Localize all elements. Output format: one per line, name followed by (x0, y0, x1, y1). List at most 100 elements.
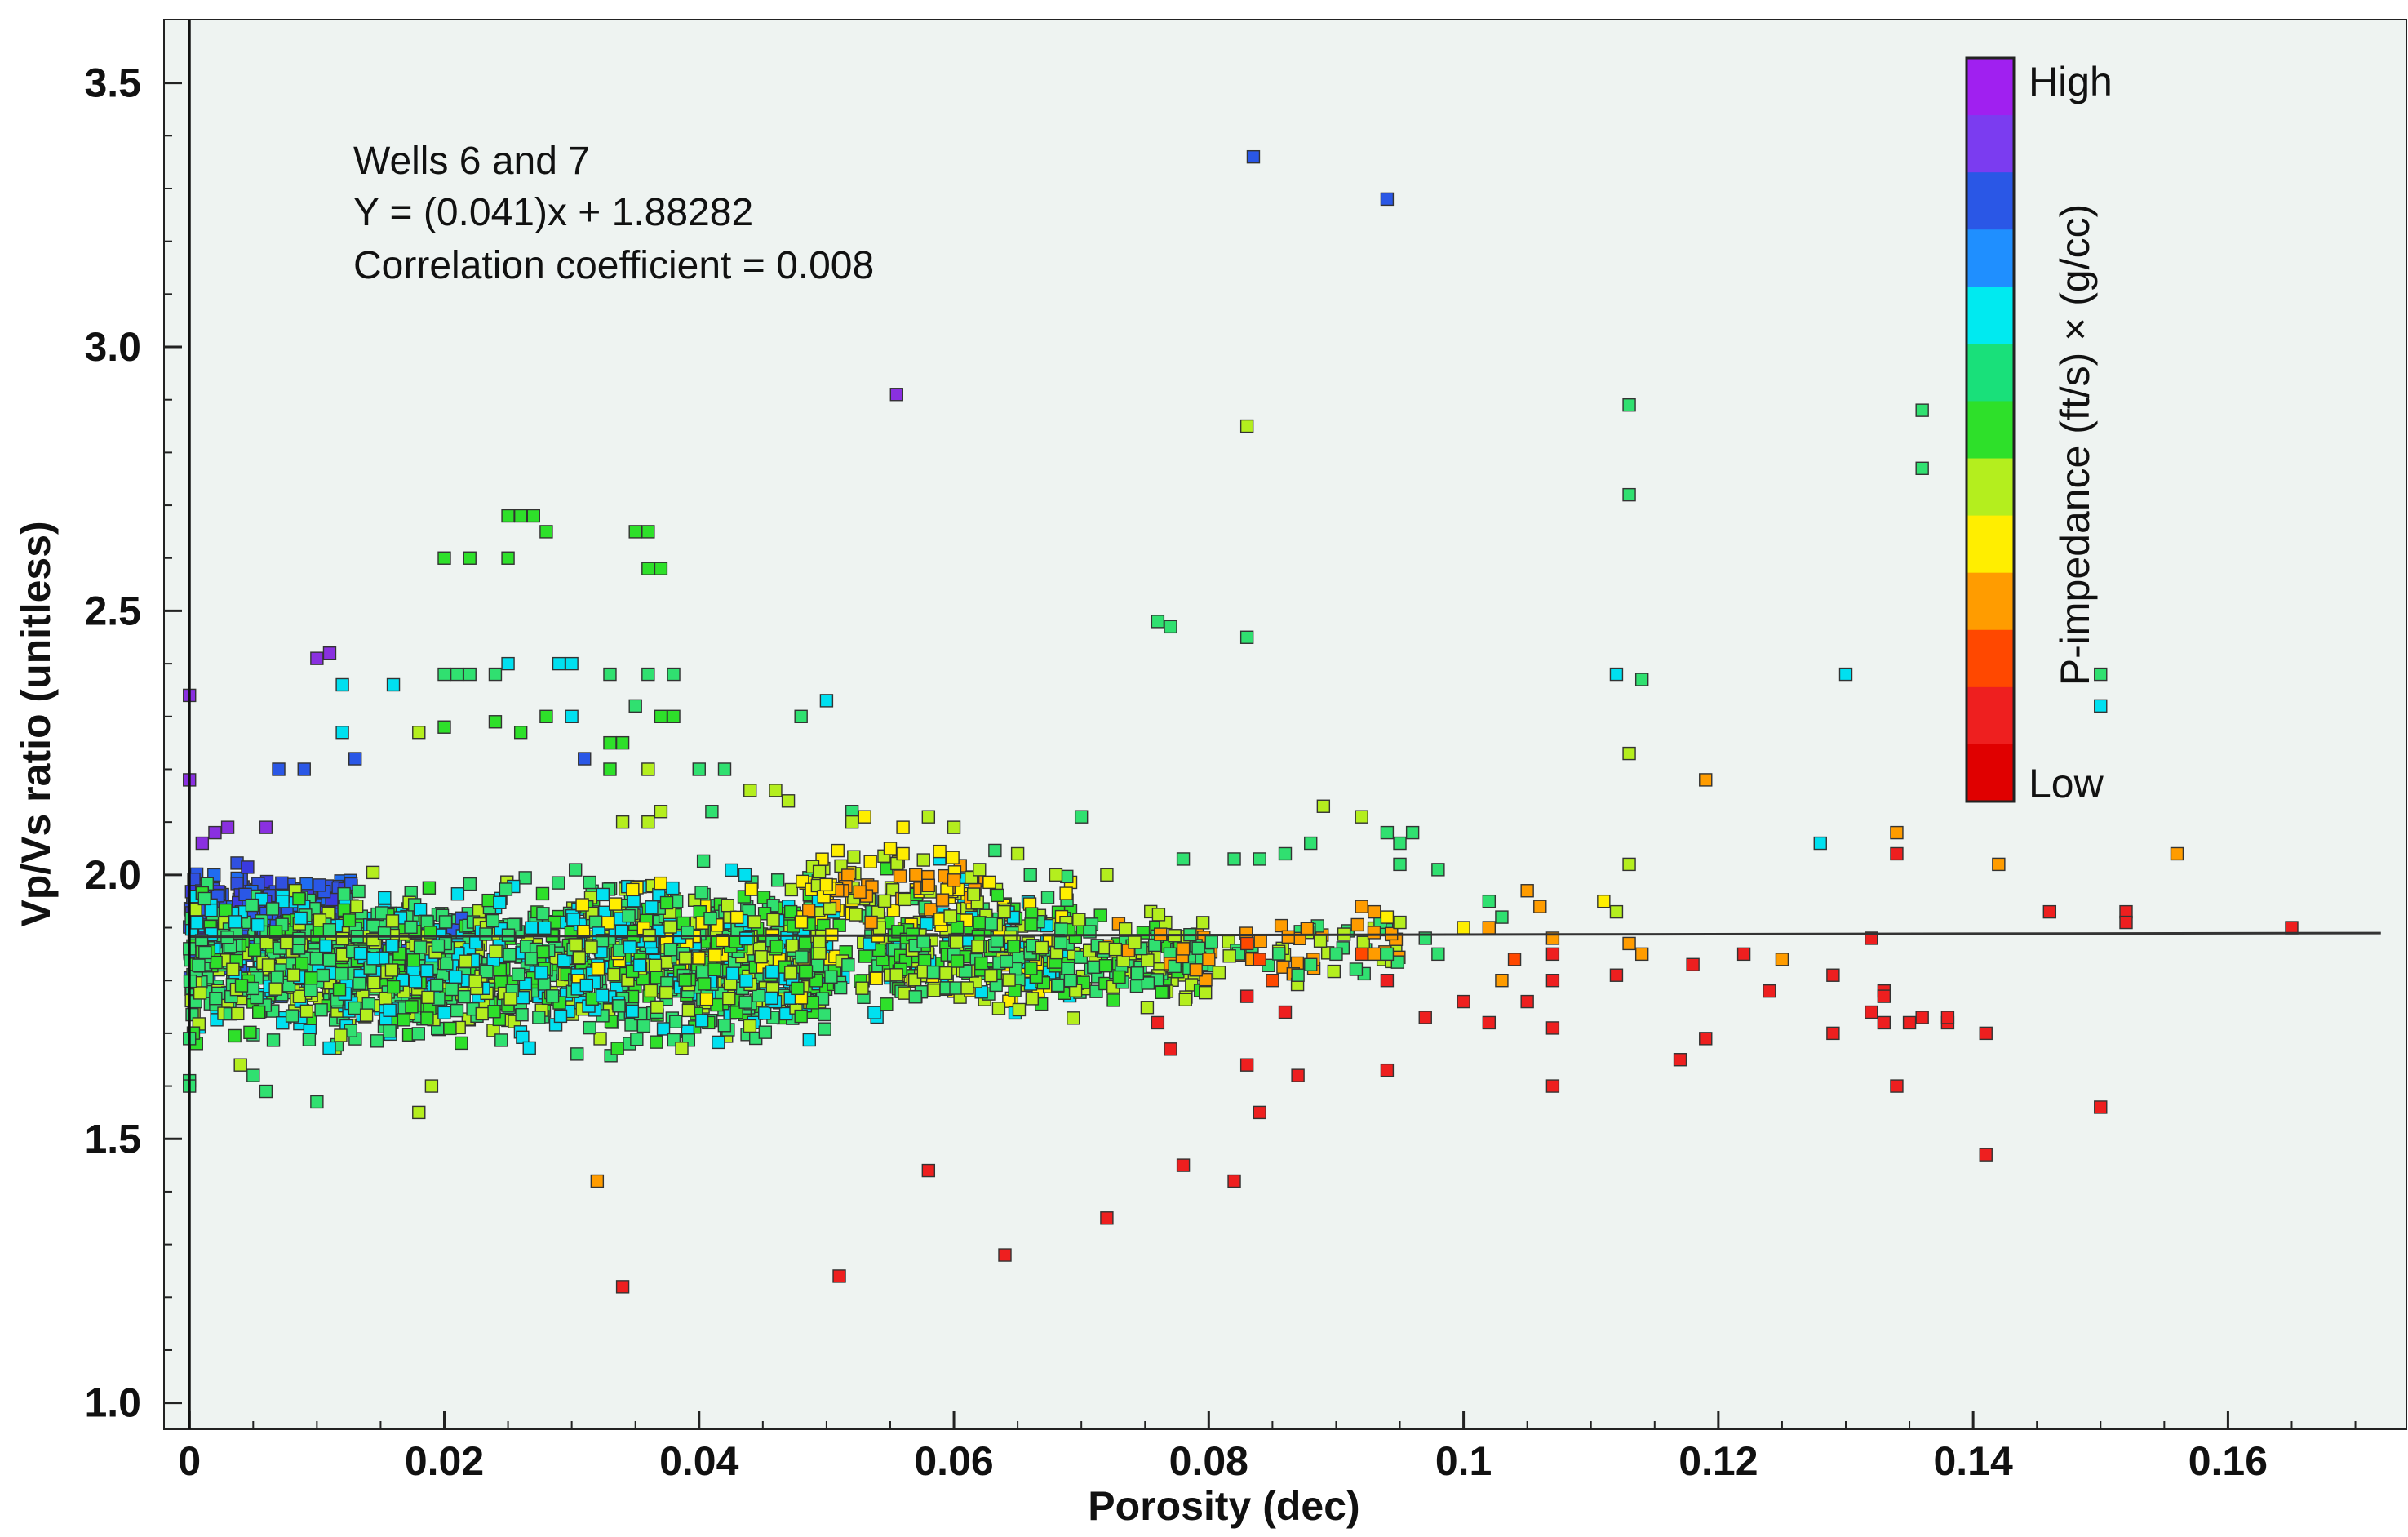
x-tick-label: 0.14 (1933, 1438, 2013, 1484)
data-point (361, 997, 375, 1011)
data-point (1890, 1079, 1904, 1093)
x-tick-label: 0.06 (914, 1438, 993, 1484)
data-point (1053, 935, 1068, 950)
data-point (1049, 868, 1063, 882)
data-point (883, 842, 898, 855)
data-point (863, 855, 877, 868)
data-point (949, 981, 963, 995)
data-point (350, 900, 364, 913)
annotation-line-2: Y = (0.041)x + 1.88282 (353, 191, 753, 234)
data-point (802, 1033, 816, 1047)
data-point (1212, 966, 1226, 980)
data-point (1775, 953, 1789, 966)
data-point (539, 525, 553, 539)
data-point (1276, 960, 1290, 974)
data-point (935, 893, 950, 907)
data-point (524, 952, 538, 966)
data-point (717, 762, 732, 776)
data-point (292, 931, 306, 945)
y-tick-label: 3.5 (84, 60, 141, 106)
data-point (1545, 974, 1560, 988)
data-point (770, 873, 785, 887)
data-point (1119, 922, 1133, 936)
data-point (2094, 699, 2108, 713)
data-point (1507, 953, 1522, 966)
data-point (908, 990, 922, 1004)
data-point (590, 1174, 605, 1188)
data-point (385, 939, 399, 953)
data-point (991, 1002, 1006, 1015)
data-point (566, 913, 580, 926)
data-point (1597, 894, 1611, 908)
data-point (744, 882, 758, 896)
data-point (238, 887, 252, 901)
data-point (522, 1041, 536, 1055)
data-point (259, 1084, 273, 1099)
data-point (1393, 857, 1407, 872)
data-point (1736, 947, 1751, 962)
data-point (259, 820, 273, 834)
data-point (270, 971, 284, 984)
data-point (1253, 935, 1267, 948)
data-point (1380, 974, 1395, 988)
data-point (247, 943, 262, 957)
data-point (1010, 846, 1025, 861)
data-point (1164, 620, 1177, 634)
data-point (1826, 1026, 1840, 1041)
data-point (924, 903, 938, 917)
data-point (411, 1027, 425, 1041)
data-point (1227, 852, 1241, 866)
y-axis: 1.0 1.5 2.0 2.5 3.0 3.5 (84, 60, 182, 1426)
data-point (493, 895, 507, 909)
data-point (424, 1079, 439, 1093)
colorbar-band (1967, 515, 2014, 574)
data-point (721, 898, 735, 913)
x-axis-title: Porosity (dec) (1088, 1483, 1359, 1529)
data-point (1239, 630, 1254, 644)
data-point (501, 656, 515, 671)
data-point (1281, 930, 1295, 944)
data-point (1291, 1068, 1305, 1082)
data-point (943, 909, 957, 923)
data-point (716, 933, 729, 948)
y-tick-label: 2.0 (84, 852, 141, 898)
data-point (348, 1001, 362, 1015)
data-point (272, 762, 286, 776)
data-point (245, 898, 259, 913)
data-point (1024, 917, 1038, 931)
data-point (1063, 973, 1078, 988)
data-point (615, 815, 630, 829)
data-point (1902, 1015, 1917, 1030)
data-point (233, 1058, 247, 1072)
data-point (819, 694, 834, 708)
data-point (1634, 673, 1649, 686)
data-point (1151, 615, 1165, 629)
y-axis-title: Vp/Vs ratio (unitless) (13, 521, 59, 926)
data-point (353, 946, 368, 961)
data-point (378, 891, 392, 905)
data-point (650, 1000, 664, 1015)
data-point (615, 1280, 630, 1294)
data-point (1129, 979, 1144, 993)
data-point (537, 977, 552, 991)
data-point (896, 820, 910, 834)
data-point (513, 509, 528, 523)
data-point (204, 903, 218, 917)
data-point (1609, 904, 1624, 919)
data-point (1164, 1042, 1177, 1056)
data-point (437, 551, 451, 565)
data-point (445, 982, 459, 997)
data-point (769, 784, 783, 797)
data-point (2170, 846, 2184, 861)
data-point (512, 967, 526, 981)
data-point (1390, 955, 1405, 969)
data-point (641, 667, 655, 682)
data-point (1040, 891, 1055, 904)
data-point (946, 851, 960, 864)
data-point (1202, 953, 1216, 966)
data-point (1368, 904, 1381, 919)
data-point (503, 992, 517, 1006)
data-point (596, 887, 610, 902)
data-point (251, 917, 265, 932)
data-point (367, 975, 381, 989)
